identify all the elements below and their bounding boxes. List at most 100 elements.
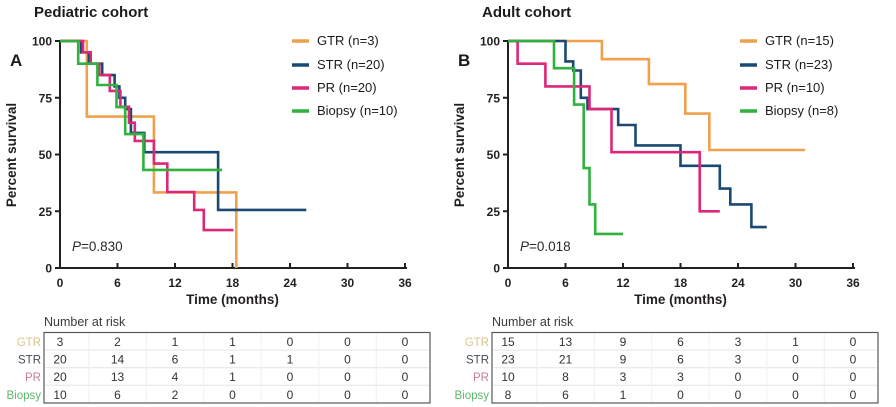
risk-count: 1 — [287, 353, 294, 367]
p-value: P=0.830 — [72, 239, 123, 254]
legend-label: Biopsy (n=10) — [317, 103, 398, 118]
risk-count: 0 — [792, 388, 799, 402]
x-tick-label: 0 — [505, 276, 512, 290]
survival-curve-gtr — [60, 39, 238, 268]
survival-curve-gtr — [508, 39, 806, 152]
survival-curve-pr — [60, 39, 234, 232]
y-tick-label: 50 — [39, 148, 53, 162]
risk-table-row-biopsy: Biopsy 8 6 1 0 0 0 0 — [454, 388, 856, 402]
risk-count: 0 — [402, 388, 409, 402]
risk-count: 1 — [229, 353, 236, 367]
risk-row-label: STR — [466, 355, 489, 367]
legend-item-biopsy: Biopsy (n=10) — [292, 103, 398, 118]
x-tick-label: 36 — [398, 276, 412, 290]
risk-count: 6 — [172, 353, 179, 367]
legend-label: PR (n=20) — [317, 80, 377, 95]
legend-label: GTR (n=15) — [765, 33, 834, 48]
risk-count: 3 — [677, 370, 684, 384]
risk-count: 6 — [114, 388, 121, 402]
survival-curve-biopsy — [508, 39, 623, 236]
risk-row-label: GTR — [17, 337, 41, 349]
x-tick-label: 0 — [57, 276, 64, 290]
p-value: P=0.018 — [520, 239, 571, 254]
risk-count: 8 — [505, 388, 512, 402]
legend-item-gtr: GTR (n=15) — [740, 33, 834, 48]
risk-count: 13 — [111, 370, 125, 384]
x-tick-label: 18 — [226, 276, 240, 290]
risk-count: 0 — [287, 335, 294, 349]
risk-table-border — [491, 331, 879, 404]
risk-count: 0 — [344, 388, 351, 402]
risk-count: 3 — [620, 370, 627, 384]
risk-count: 0 — [287, 370, 294, 384]
legend-item-pr: PR (n=20) — [292, 80, 377, 95]
risk-count: 1 — [229, 335, 236, 349]
risk-table-row-gtr: GTR 15 13 9 6 3 1 0 — [465, 335, 857, 349]
risk-count: 1 — [620, 388, 627, 402]
legend-label: GTR (n=3) — [317, 33, 379, 48]
risk-row-label: PR — [25, 372, 41, 384]
risk-table-border — [43, 331, 431, 404]
risk-table-row-pr: PR 10 8 3 3 0 0 0 — [473, 370, 857, 384]
risk-count: 10 — [501, 370, 515, 384]
risk-row-label: STR — [18, 355, 41, 367]
risk-count: 0 — [402, 335, 409, 349]
panel-title: Pediatric cohort — [34, 4, 148, 21]
y-axis-title: Percent survival — [4, 103, 19, 207]
y-axis-title: Percent survival — [452, 103, 467, 207]
x-tick-label: 24 — [731, 276, 745, 290]
risk-row-label: Biopsy — [6, 390, 41, 402]
risk-count: 2 — [114, 335, 121, 349]
legend-label: STR (n=20) — [317, 57, 385, 72]
x-tick-label: 12 — [168, 276, 182, 290]
risk-count: 0 — [402, 353, 409, 367]
x-axis-title: Time (months) — [634, 292, 727, 307]
y-tick-label: 25 — [39, 205, 53, 219]
risk-row-label: PR — [473, 372, 489, 384]
risk-count: 8 — [562, 370, 569, 384]
risk-count: 0 — [850, 353, 857, 367]
survival-curve-pr — [508, 39, 720, 213]
risk-count: 0 — [850, 335, 857, 349]
risk-count: 0 — [850, 370, 857, 384]
x-tick-label: 24 — [283, 276, 297, 290]
risk-count: 0 — [735, 370, 742, 384]
risk-count: 9 — [620, 335, 627, 349]
risk-count: 3 — [735, 353, 742, 367]
risk-count: 0 — [850, 388, 857, 402]
panel-adult-cohort: Adult cohort B Percent survival Time (month… — [448, 0, 896, 407]
risk-table-row-pr: PR 20 13 4 1 0 0 0 — [25, 370, 409, 384]
legend-item-pr: PR (n=10) — [740, 80, 825, 95]
x-tick-label: 30 — [789, 276, 803, 290]
y-tick-label: 100 — [480, 35, 500, 49]
legend-item-biopsy: Biopsy (n=8) — [740, 103, 838, 118]
risk-count: 2 — [172, 388, 179, 402]
legend-label: STR (n=23) — [765, 57, 833, 72]
risk-count: 0 — [344, 335, 351, 349]
risk-table-row-str: STR 20 14 6 1 1 0 0 — [18, 353, 409, 367]
risk-count: 6 — [677, 335, 684, 349]
risk-count: 1 — [792, 335, 799, 349]
risk-table-row-gtr: GTR 3 2 1 1 0 0 0 — [17, 335, 409, 349]
legend-item-str: STR (n=23) — [740, 57, 833, 72]
risk-count: 0 — [229, 388, 236, 402]
risk-count: 0 — [344, 370, 351, 384]
risk-count: 23 — [501, 353, 515, 367]
panel-pediatric-cohort: Pediatric cohort A Percent survival Time (m… — [4, 4, 431, 404]
y-tick-label: 0 — [45, 262, 52, 276]
y-tick-label: 0 — [493, 262, 500, 276]
x-tick-label: 6 — [114, 276, 121, 290]
y-tick-label: 25 — [487, 205, 501, 219]
risk-count: 3 — [57, 335, 64, 349]
risk-count: 20 — [53, 353, 67, 367]
risk-count: 0 — [344, 353, 351, 367]
risk-count: 1 — [229, 370, 236, 384]
risk-count: 9 — [620, 353, 627, 367]
risk-count: 4 — [172, 370, 179, 384]
risk-count: 0 — [735, 388, 742, 402]
risk-table-row-str: STR 23 21 9 6 3 0 0 — [466, 353, 857, 367]
risk-count: 20 — [53, 370, 67, 384]
